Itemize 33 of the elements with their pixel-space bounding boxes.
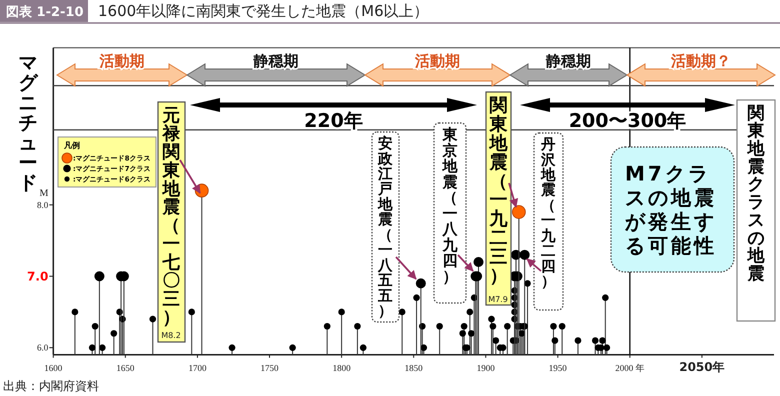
- annotation: 活動期: [414, 52, 460, 70]
- annotation: M: [40, 188, 48, 199]
- chart-subtitle: 図表 1-2-10: [6, 5, 84, 20]
- x-tick-label: 2050年: [679, 360, 725, 374]
- y-tick-label: 7.0: [27, 269, 48, 284]
- annotation: 東京地震（一八九四）: [433, 122, 467, 304]
- annotation: M8.2: [161, 331, 181, 340]
- annotation: 静穏期: [252, 52, 298, 70]
- annotation: 活動期？: [670, 52, 731, 70]
- x-tick-label: 1850: [404, 363, 424, 373]
- legend-title: 凡例: [63, 141, 80, 150]
- x-tick-label: 1650: [116, 363, 135, 373]
- annotation: M7.9: [488, 295, 508, 304]
- annotation: M7クラスの地震が発生する可能性: [624, 162, 717, 258]
- chart-title: 1600年以降に南関東で発生した地震（M6以上）: [98, 2, 429, 20]
- annotation: 丹沢地震（一九二四）: [533, 132, 564, 311]
- x-tick-label: 1800: [332, 363, 352, 373]
- x-tick-label: 1750: [260, 363, 280, 373]
- x-tick-label: 1600: [44, 363, 63, 373]
- annotation: 関東地震クラスの地震: [736, 99, 776, 322]
- annotation: 出典：内閣府資料: [3, 379, 99, 393]
- y-tick-label: 8.0: [37, 200, 49, 210]
- y-tick-label: 6.0: [37, 342, 49, 353]
- annotation: 220年: [304, 110, 363, 132]
- x-tick-label: 1900: [476, 363, 496, 373]
- annotation: 静穏期: [545, 52, 591, 70]
- x-tick-label: 1700: [188, 363, 207, 373]
- annotation: 活動期: [98, 52, 144, 70]
- annotation: 安政江戸地震（一八五五）: [371, 131, 400, 323]
- annotation: M7クラスの地震が発生する可能性: [610, 146, 735, 273]
- y-axis-title: マグニチュード: [18, 52, 38, 194]
- x-tick-label: 2000 年: [615, 363, 644, 373]
- x-tick-label: 1950: [548, 363, 568, 373]
